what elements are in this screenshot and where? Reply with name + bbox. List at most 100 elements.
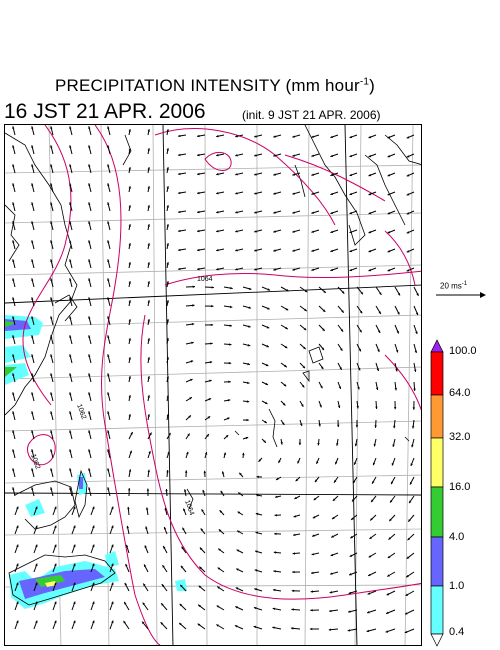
wind-arrowhead bbox=[88, 221, 91, 224]
colorbar-label: 0.4 bbox=[449, 626, 465, 638]
reference-vector bbox=[436, 292, 486, 298]
wind-arrowhead bbox=[178, 153, 181, 157]
wind-arrowhead bbox=[162, 565, 165, 568]
wind-arrowhead bbox=[69, 259, 72, 262]
wind-arrowhead bbox=[69, 468, 72, 471]
wind-arrowhead bbox=[368, 211, 372, 215]
wind-arrowhead bbox=[186, 451, 189, 455]
wind-arrowhead bbox=[128, 167, 131, 170]
wind-arrowhead bbox=[221, 471, 225, 474]
wind-arrowhead bbox=[410, 463, 413, 466]
colorbar-label: 4.0 bbox=[449, 531, 465, 543]
wind-arrowhead bbox=[128, 148, 131, 151]
wind-arrowhead bbox=[163, 526, 167, 530]
wind-arrowhead bbox=[235, 606, 238, 609]
wind-arrowhead bbox=[273, 249, 276, 252]
wind-arrowhead bbox=[237, 530, 240, 533]
wind-arrowhead bbox=[217, 586, 220, 589]
wind-arrowhead bbox=[373, 444, 376, 447]
wind-arrowhead bbox=[35, 620, 38, 624]
wind-arrowhead bbox=[369, 536, 372, 539]
wind-arrowhead bbox=[370, 518, 373, 521]
wind-arrowhead bbox=[295, 478, 299, 482]
wind-arrowhead bbox=[31, 278, 34, 281]
wind-arrowhead bbox=[223, 452, 227, 455]
wind-arrowhead bbox=[88, 202, 91, 205]
wind-arrowhead bbox=[272, 607, 276, 611]
wind-arrowhead bbox=[292, 173, 295, 176]
wind-arrowhead bbox=[310, 609, 313, 612]
wind-arrowhead bbox=[107, 411, 110, 414]
wind-arrowhead bbox=[166, 338, 169, 341]
wind-arrowhead bbox=[50, 430, 53, 433]
wind-arrowhead bbox=[147, 262, 150, 265]
wind-arrowhead bbox=[168, 433, 171, 436]
wind-arrowhead bbox=[309, 627, 313, 631]
wind-arrowhead bbox=[166, 300, 169, 303]
wind-arrowhead bbox=[92, 601, 95, 605]
wind-arrowhead bbox=[88, 183, 91, 186]
wind-arrowhead bbox=[264, 401, 268, 404]
wind-arrowhead bbox=[92, 544, 95, 548]
wind-arrowhead bbox=[319, 404, 322, 408]
wind-arrowhead bbox=[354, 462, 357, 465]
colorbar-label: 32.0 bbox=[449, 431, 471, 443]
wind-arrowhead bbox=[147, 186, 150, 189]
wind-arrowhead bbox=[111, 525, 114, 529]
wind-arrowhead bbox=[144, 564, 147, 567]
wind-arrowhead bbox=[73, 620, 76, 624]
wind-arrowhead bbox=[292, 249, 295, 252]
wind-arrowhead bbox=[92, 506, 95, 510]
isobar-label: 1062 bbox=[75, 403, 87, 420]
wind-arrowhead bbox=[218, 548, 221, 551]
wind-arrowhead bbox=[107, 354, 110, 357]
wind-arrowhead bbox=[54, 563, 57, 567]
wind-arrowhead bbox=[31, 126, 34, 129]
wind-arrowhead bbox=[406, 574, 409, 578]
wind-arrowhead bbox=[330, 154, 333, 157]
wind-arrowhead bbox=[31, 316, 34, 319]
wind-arrowhead bbox=[107, 487, 110, 490]
wind-arrowhead bbox=[284, 364, 287, 368]
wind-arrowhead bbox=[330, 572, 333, 575]
wind-arrowhead bbox=[367, 592, 371, 595]
init-time: (init. 9 JST 21 APR. 2006) bbox=[242, 108, 381, 122]
wind-arrowhead bbox=[359, 329, 362, 333]
wind-arrowhead bbox=[16, 620, 19, 624]
colorbar-bin bbox=[430, 486, 444, 538]
wind-arrowhead bbox=[230, 286, 233, 290]
wind-arrowhead bbox=[12, 126, 15, 129]
wind-arrowhead bbox=[406, 136, 410, 139]
wind-arrowhead bbox=[351, 517, 354, 520]
colorbar-top-triangle bbox=[430, 339, 444, 353]
wind-arrowhead bbox=[266, 344, 269, 348]
wind-arrowhead bbox=[92, 620, 95, 624]
wind-arrowhead bbox=[181, 546, 184, 550]
wind-arrowhead bbox=[180, 584, 183, 588]
wind-arrowhead bbox=[246, 418, 249, 422]
wind-arrowhead bbox=[50, 354, 53, 357]
wind-arrowhead bbox=[166, 262, 169, 265]
wind-arrowhead bbox=[111, 506, 114, 510]
wind-arrowhead bbox=[275, 495, 278, 498]
map-title: PRECIPITATION INTENSITY (mm hour-1) bbox=[0, 76, 430, 96]
wind-arrowhead bbox=[12, 487, 15, 490]
wind-arrowhead bbox=[337, 405, 341, 408]
wind-arrowhead bbox=[128, 186, 131, 189]
wind-arrowhead bbox=[273, 192, 276, 195]
wind-arrowhead bbox=[265, 382, 268, 385]
wind-arrowhead bbox=[210, 323, 214, 327]
wind-arrowhead bbox=[166, 357, 169, 360]
wind-arrowhead bbox=[69, 221, 72, 224]
wind-arrowhead bbox=[73, 525, 76, 529]
wind-arrowhead bbox=[292, 230, 295, 233]
wind-arrowhead bbox=[111, 563, 114, 567]
wind-arrowhead bbox=[107, 297, 110, 300]
colorbar-bin bbox=[430, 437, 444, 488]
wind-arrowhead bbox=[190, 360, 194, 363]
wind-arrowhead bbox=[254, 588, 257, 591]
wind-arrowhead bbox=[330, 268, 333, 271]
wind-arrowhead bbox=[273, 211, 276, 214]
wind-arrowhead bbox=[406, 269, 410, 272]
wind-arrowhead bbox=[178, 229, 181, 233]
